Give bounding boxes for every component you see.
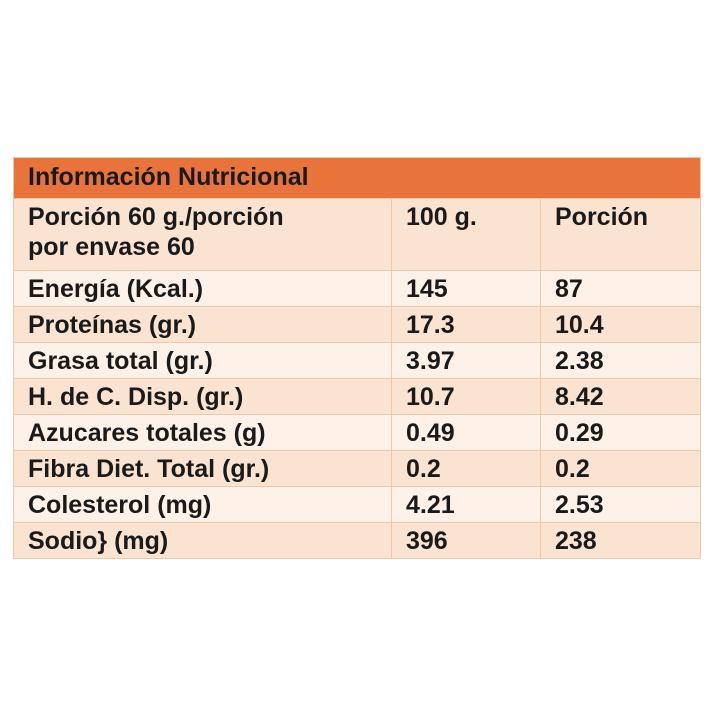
nutrient-label: Colesterol (mg) [13,486,392,523]
value-per-portion: 2.38 [539,342,702,379]
table-row: Sodio} (mg) 396 238 [13,522,702,559]
nutrient-label: Energía (Kcal.) [13,270,392,307]
value-per-portion: 0.2 [539,450,702,487]
portion-header-line1: Porción 60 g./porción [28,203,284,231]
value-per-100g: 145 [391,270,541,307]
portion-header-line2: por envase 60 [28,233,195,261]
value-per-portion: 2.53 [539,486,702,523]
table-row: Azucares totales (g) 0.49 0.29 [13,414,702,451]
value-per-portion: 87 [539,270,702,307]
value-per-100g: 10.7 [391,378,541,415]
value-per-portion: 238 [539,522,702,559]
value-per-100g: 3.97 [391,342,541,379]
nutrient-label: Sodio} (mg) [13,522,392,559]
nutrient-label: H. de C. Disp. (gr.) [13,378,392,415]
value-per-portion: 0.29 [539,414,702,451]
table-row: Proteínas (gr.) 17.3 10.4 [13,306,702,343]
title-row: Información Nutricional [12,157,702,199]
value-per-portion: 8.42 [539,378,702,415]
per-portion-header: Porción [539,198,702,271]
nutrition-table: Información Nutricional Porción 60 g./po… [12,157,702,559]
table-row: Colesterol (mg) 4.21 2.53 [13,486,702,523]
value-per-portion: 10.4 [539,306,702,343]
table-title: Información Nutricional [12,157,702,199]
value-per-100g: 17.3 [391,306,541,343]
table-row: Energía (Kcal.) 145 87 [13,270,702,307]
nutrient-label: Proteínas (gr.) [13,306,392,343]
portion-header: Porción 60 g./porción por envase 60 [13,198,392,271]
value-per-100g: 4.21 [391,486,541,523]
nutrient-label: Grasa total (gr.) [13,342,392,379]
nutrient-label: Azucares totales (g) [13,414,392,451]
table-row: H. de C. Disp. (gr.) 10.7 8.42 [13,378,702,415]
value-per-100g: 396 [391,522,541,559]
table-row: Fibra Diet. Total (gr.) 0.2 0.2 [13,450,702,487]
header-row: Porción 60 g./porción por envase 60 100 … [13,198,702,271]
table-row: Grasa total (gr.) 3.97 2.38 [13,342,702,379]
nutrient-label: Fibra Diet. Total (gr.) [13,450,392,487]
value-per-100g: 0.49 [391,414,541,451]
value-per-100g: 0.2 [391,450,541,487]
per-100g-header: 100 g. [391,198,541,271]
